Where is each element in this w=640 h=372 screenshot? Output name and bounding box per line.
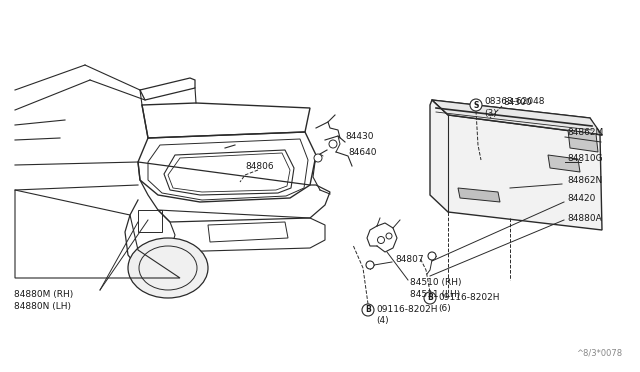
Text: 84430: 84430 [345,132,374,141]
Polygon shape [548,155,580,172]
Text: B: B [365,305,371,314]
Text: 84862M: 84862M [567,128,604,137]
Text: 84640: 84640 [348,148,376,157]
Circle shape [470,99,482,111]
Polygon shape [430,100,602,230]
Text: 84880N (LH): 84880N (LH) [14,302,71,311]
Text: 84806: 84806 [245,162,274,171]
Polygon shape [432,100,602,135]
Polygon shape [568,130,598,152]
Text: 84807: 84807 [395,256,424,264]
Circle shape [329,140,337,148]
Polygon shape [458,188,500,202]
Text: 84880A: 84880A [567,214,602,222]
Text: S: S [474,100,479,109]
Text: 84510 (RH): 84510 (RH) [410,278,461,287]
Text: (4): (4) [376,315,388,324]
Text: 08363-62048: 08363-62048 [484,97,545,106]
Text: 84420: 84420 [567,193,595,202]
Text: ^8/3*0078: ^8/3*0078 [576,349,622,358]
Text: (3): (3) [484,109,497,118]
Text: 84511 (LH): 84511 (LH) [410,290,460,299]
Circle shape [314,154,322,162]
Text: 09116-8202H: 09116-8202H [376,305,438,314]
Text: 84862N: 84862N [567,176,602,185]
Circle shape [386,233,392,239]
Text: 84810G: 84810G [567,154,603,163]
Circle shape [362,304,374,316]
Text: (6): (6) [438,304,451,312]
Circle shape [428,252,436,260]
Circle shape [424,292,436,304]
Text: 84300: 84300 [503,98,532,107]
Circle shape [378,237,385,244]
Text: 84880M (RH): 84880M (RH) [14,290,73,299]
Text: 09116-8202H: 09116-8202H [438,294,499,302]
Circle shape [366,261,374,269]
Text: B: B [427,294,433,302]
Ellipse shape [128,238,208,298]
